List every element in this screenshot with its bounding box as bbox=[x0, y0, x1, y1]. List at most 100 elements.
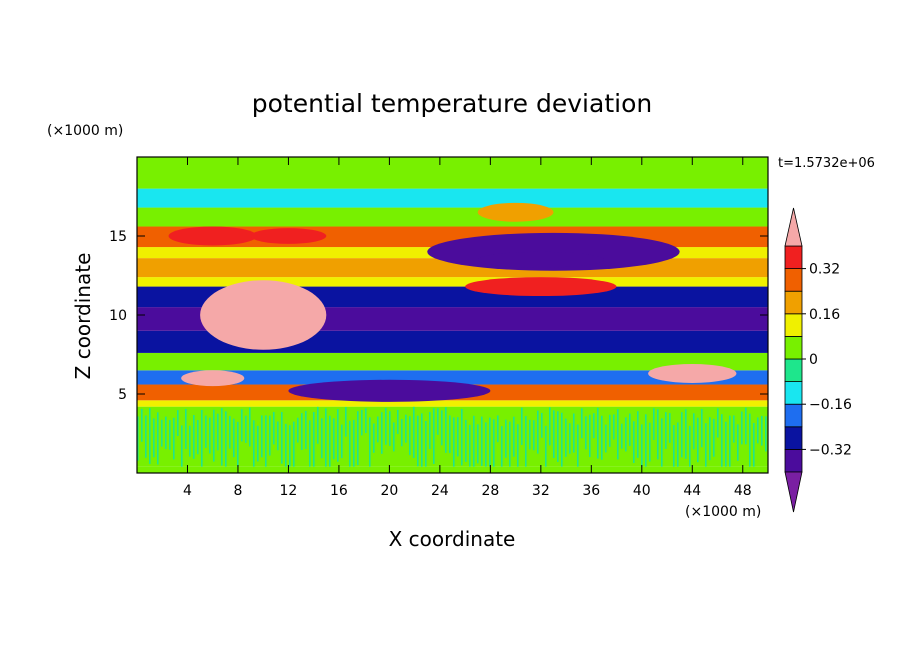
boundary-streak bbox=[597, 407, 599, 459]
boundary-streak bbox=[637, 411, 639, 458]
colorbar-tick-label: 0.32 bbox=[809, 262, 840, 278]
boundary-streak bbox=[441, 410, 443, 446]
boundary-streak bbox=[361, 410, 363, 436]
boundary-streak bbox=[625, 417, 627, 452]
colorbar-segment bbox=[784, 290, 803, 315]
boundary-streak bbox=[189, 425, 191, 457]
boundary-streak bbox=[349, 420, 351, 467]
boundary-streak bbox=[417, 415, 419, 467]
boundary-streak bbox=[273, 411, 275, 445]
boundary-streak bbox=[569, 423, 571, 454]
boundary-streak bbox=[225, 411, 227, 467]
boundary-streak bbox=[693, 413, 695, 450]
contour-feature bbox=[465, 277, 617, 297]
boundary-streak bbox=[177, 410, 179, 436]
x-tick-label: 20 bbox=[380, 483, 398, 499]
boundary-streak bbox=[205, 415, 207, 448]
boundary-streak bbox=[749, 413, 751, 467]
boundary-streak bbox=[533, 420, 535, 451]
boundary-streak bbox=[601, 415, 603, 460]
boundary-streak bbox=[241, 409, 243, 442]
x-tick-label: 44 bbox=[683, 483, 701, 499]
boundary-streak bbox=[341, 424, 343, 459]
boundary-streak bbox=[453, 417, 455, 467]
boundary-streak bbox=[433, 408, 435, 464]
colorbar-segment bbox=[784, 358, 803, 383]
contour-band bbox=[137, 188, 768, 208]
y-unit-label: (×1000 m) bbox=[47, 123, 123, 139]
contour-feature bbox=[168, 226, 257, 246]
boundary-streak bbox=[665, 412, 667, 449]
x-axis-label: X coordinate bbox=[389, 527, 516, 551]
boundary-streak bbox=[285, 423, 287, 467]
boundary-streak bbox=[621, 423, 623, 449]
boundary-streak bbox=[321, 418, 323, 459]
colorbar-segment bbox=[784, 313, 803, 337]
boundary-streak bbox=[521, 407, 523, 445]
boundary-streak bbox=[581, 408, 583, 439]
boundary-streak bbox=[609, 414, 611, 447]
boundary-streak bbox=[725, 421, 727, 467]
x-tick-label: 24 bbox=[431, 483, 449, 499]
boundary-streak bbox=[553, 410, 555, 459]
colorbar-tick-label: −0.32 bbox=[809, 442, 852, 458]
boundary-streak bbox=[653, 408, 655, 440]
boundary-streak bbox=[525, 415, 527, 467]
x-tick-label: 8 bbox=[233, 483, 242, 499]
boundary-streak bbox=[345, 407, 347, 437]
boundary-streak bbox=[249, 407, 251, 447]
colorbar-tick-label: −0.16 bbox=[809, 397, 852, 413]
boundary-streak bbox=[541, 412, 543, 438]
contour-band bbox=[137, 157, 768, 189]
boundary-streak bbox=[365, 408, 367, 434]
boundary-streak bbox=[229, 416, 231, 449]
boundary-streak bbox=[145, 415, 147, 458]
boundary-streak bbox=[313, 411, 315, 467]
plot-area bbox=[137, 157, 768, 473]
boundary-streak bbox=[657, 409, 659, 460]
boundary-streak bbox=[645, 414, 647, 467]
boundary-streak bbox=[509, 421, 511, 467]
contour-feature bbox=[288, 379, 491, 402]
colorbar-segment bbox=[784, 268, 803, 292]
boundary-streak bbox=[489, 417, 491, 467]
boundary-streak bbox=[405, 414, 407, 443]
boundary-streak bbox=[193, 415, 195, 459]
boundary-streak bbox=[501, 426, 503, 467]
x-tick-label: 40 bbox=[633, 483, 651, 499]
boundary-streak bbox=[185, 409, 187, 450]
boundary-streak bbox=[517, 424, 519, 467]
boundary-streak bbox=[233, 418, 235, 458]
boundary-streak bbox=[221, 408, 223, 466]
boundary-streak bbox=[393, 422, 395, 452]
boundary-streak bbox=[469, 424, 471, 467]
boundary-streak bbox=[729, 415, 731, 467]
boundary-streak bbox=[381, 412, 383, 454]
boundary-streak bbox=[589, 414, 591, 458]
boundary-streak bbox=[409, 416, 411, 456]
x-tick-label: 48 bbox=[734, 483, 752, 499]
boundary-streak bbox=[309, 420, 311, 467]
contour-feature bbox=[648, 363, 737, 383]
boundary-streak bbox=[237, 421, 239, 467]
boundary-streak bbox=[705, 423, 707, 467]
colorbar-segment bbox=[784, 245, 803, 270]
boundary-streak bbox=[461, 409, 463, 466]
boundary-streak bbox=[245, 415, 247, 443]
boundary-streak bbox=[201, 410, 203, 467]
boundary-streak bbox=[161, 419, 163, 447]
boundary-streak bbox=[157, 412, 159, 465]
boundary-streak bbox=[297, 417, 299, 443]
boundary-streak bbox=[641, 424, 643, 467]
boundary-streak bbox=[213, 409, 215, 462]
boundary-streak bbox=[437, 408, 439, 435]
contour-band bbox=[137, 370, 768, 385]
boundary-streak bbox=[389, 411, 391, 446]
boundary-streak bbox=[265, 415, 267, 467]
boundary-streak bbox=[421, 413, 423, 467]
boundary-streak bbox=[617, 409, 619, 460]
boundary-streak bbox=[753, 422, 755, 467]
boundary-streak bbox=[741, 411, 743, 445]
boundary-streak bbox=[529, 419, 531, 450]
boundary-streak bbox=[373, 423, 375, 453]
